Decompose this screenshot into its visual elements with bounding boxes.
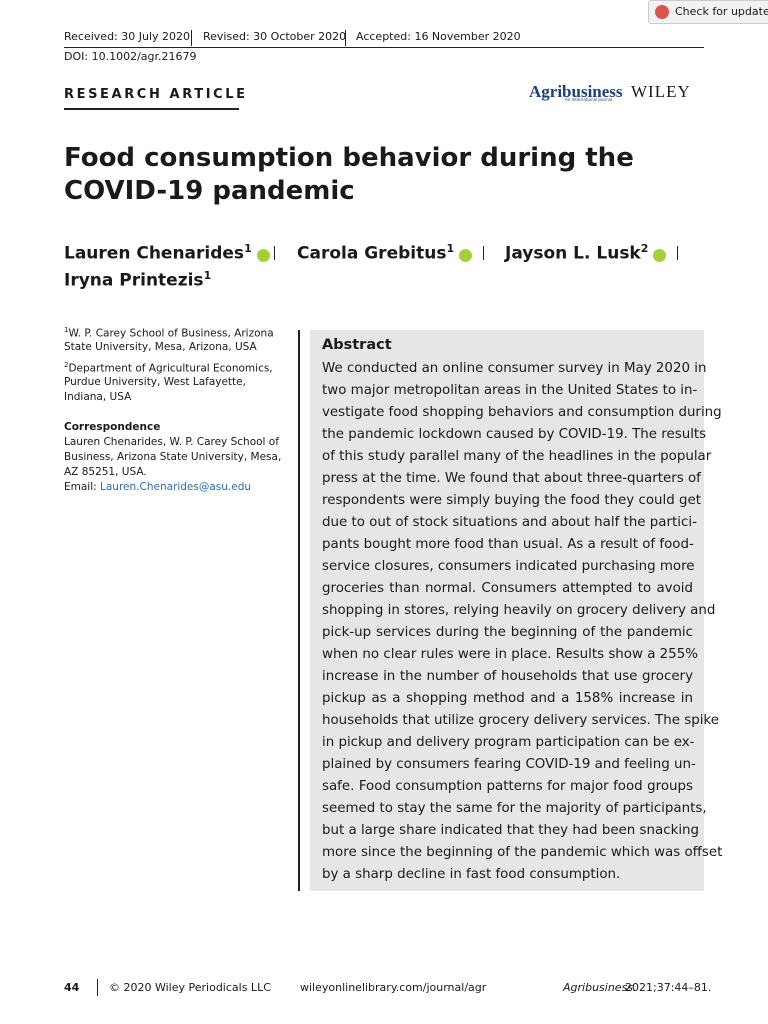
abstract-line: vestigate food shopping behaviors and co… — [322, 405, 722, 420]
author-name: Lauren Chenarides — [64, 243, 245, 264]
accepted: Accepted: 16 November 2020 — [356, 30, 521, 43]
affiliation-line: 1W. P. Carey School of Business, Arizona — [64, 326, 274, 340]
abstract-line: more since the beginning of the pandemic… — [322, 845, 723, 860]
abstract-line: by a sharp decline in fast food consumpt… — [322, 867, 621, 882]
abstract-box — [310, 330, 704, 891]
affiliation-text: State University, Mesa, Arizona, USA — [64, 341, 257, 353]
journal-footer: Agribusiness. — [563, 981, 637, 994]
email-line: Email: Lauren.Chenarides@asu.edu — [64, 481, 251, 493]
affiliation-text: Indiana, USA — [64, 391, 132, 403]
abstract-line: safe. Food consumption patterns for majo… — [322, 779, 693, 794]
author: Iryna Printezis1 — [64, 269, 211, 291]
abstract-line: service closures, consumers indicated pu… — [322, 559, 695, 574]
abstract-line: due to out of stock situations and about… — [322, 515, 697, 530]
author-name: Iryna Printezis — [64, 270, 204, 291]
abstract-line: when no clear rules were in place. Resul… — [322, 647, 698, 662]
abstract-line: in pickup and delivery program participa… — [322, 735, 695, 750]
publisher: WILEY — [631, 82, 691, 101]
affiliation-text: Purdue University, West Lafayette, — [64, 376, 246, 388]
affiliation-line: Indiana, USA — [64, 391, 131, 403]
author-affiliation: 2 — [640, 242, 649, 255]
doi: DOI: 10.1002/agr.21679 — [64, 50, 197, 63]
page-number: 44 — [64, 981, 80, 994]
separator — [191, 30, 192, 46]
revised: Revised: 30 October 2020 — [203, 30, 347, 43]
abstract-line: We conducted an online consumer survey i… — [322, 361, 707, 376]
title-line: COVID-19 pandemic — [64, 176, 355, 206]
title-line: Food consumption behavior during the — [64, 143, 634, 173]
correspondence-line: Lauren Chenarides, W. P. Carey School of — [64, 436, 279, 448]
journal-tagline: An International Journal — [565, 97, 613, 102]
abstract-line: groceries than normal. Consumers attempt… — [322, 581, 693, 596]
separator — [345, 30, 346, 46]
received: Received: 30 July 2020 — [64, 30, 191, 43]
affiliation-number: 2 — [64, 361, 69, 369]
abstract-line: shopping in stores, relying heavily on g… — [322, 603, 716, 618]
copyright: © 2020 Wiley Periodicals LLC — [109, 981, 271, 994]
author-affiliation: 1 — [203, 269, 212, 282]
correspondence-line: Business, Arizona State University, Mesa… — [64, 451, 282, 463]
citation: 2021;37:44–81. — [625, 981, 712, 994]
author-name: Carola Grebitus — [297, 243, 447, 264]
rule — [64, 108, 239, 110]
abstract-line: respondents were simply buying the food … — [322, 493, 701, 508]
author-name: Jayson L. Lusk — [505, 243, 641, 264]
abstract-line: seemed to stay the same for the majority… — [322, 801, 707, 816]
abstract-line: pants bought more food than usual. As a … — [322, 537, 694, 552]
abstract-line: pick-up services during the beginning of… — [322, 625, 693, 640]
affiliation-text: W. P. Carey School of Business, Arizona — [68, 327, 274, 340]
email-link[interactable]: Lauren.Chenarides@asu.edu — [100, 481, 252, 493]
abstract-line: of this study parallel many of the headl… — [322, 449, 712, 464]
author: Lauren Chenarides1 — [64, 242, 252, 264]
abstract-line: households that utilize grocery delivery… — [322, 713, 719, 728]
affiliation-line: Purdue University, West Lafayette, — [64, 376, 246, 388]
check-updates-button[interactable]: Check for updates — [648, 0, 768, 24]
orcid-icon — [653, 249, 667, 262]
orcid-icon — [256, 249, 270, 262]
article-type: RESEARCH ARTICLE — [64, 87, 248, 102]
email-label: Email: — [64, 481, 97, 493]
author: Jayson L. Lusk2 — [505, 242, 648, 264]
abstract-heading: Abstract — [322, 337, 392, 353]
separator — [274, 246, 275, 260]
abstract-line: the pandemic lockdown caused by COVID-19… — [322, 427, 707, 442]
correspondence-label: Correspondence — [64, 421, 161, 433]
author-affiliation: 1 — [446, 242, 455, 255]
affiliation-text: Department of Agricultural Economics, — [68, 362, 273, 375]
affiliation-line: State University, Mesa, Arizona, USA — [64, 341, 257, 353]
abstract-line: two major metropolitan areas in the Unit… — [322, 383, 698, 398]
author: Carola Grebitus1 — [297, 242, 454, 264]
abstract-line: increase in the number of households tha… — [322, 669, 693, 684]
separator — [677, 246, 678, 260]
journal-name: Agribusiness — [529, 82, 623, 101]
affiliation-number: 1 — [64, 326, 69, 334]
affiliation-line: 2Department of Agricultural Economics, — [64, 361, 273, 375]
url: wileyonlinelibrary.com/journal/agr — [300, 981, 487, 994]
check-updates-text: Check for updates — [675, 5, 768, 18]
orcid-icon — [459, 249, 473, 262]
correspondence-line: AZ 85251, USA. — [64, 466, 147, 478]
abstract-line: but a large share indicated that they ha… — [322, 823, 700, 838]
abstract-line: press at the time. We found that about t… — [322, 471, 701, 486]
separator — [97, 979, 98, 996]
author-affiliation: 1 — [244, 242, 252, 255]
rule — [298, 330, 300, 891]
abstract-line: plained by consumers fearing COVID-19 an… — [322, 757, 696, 772]
abstract-line: pickup as a shopping method and a 158% i… — [322, 691, 693, 706]
separator — [483, 246, 484, 260]
rule — [64, 47, 704, 48]
